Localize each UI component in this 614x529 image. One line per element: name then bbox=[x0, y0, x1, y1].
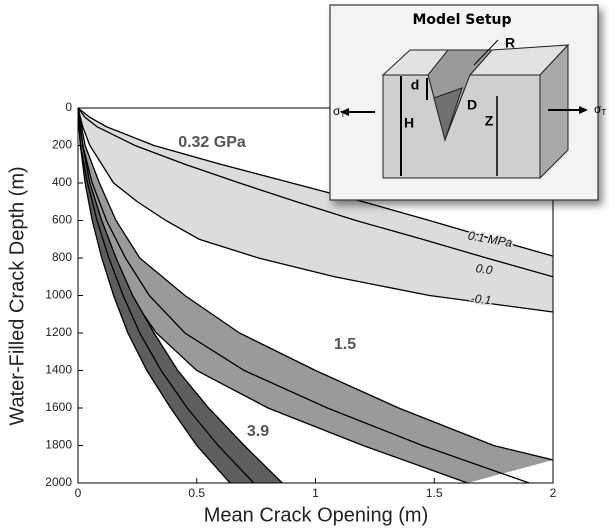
curve bbox=[78, 108, 231, 483]
inset: Model Setup R d D H Z σT σT bbox=[329, 4, 606, 201]
y-tick-label: 2000 bbox=[45, 475, 72, 489]
block-front bbox=[382, 74, 541, 179]
arrowhead bbox=[579, 106, 588, 114]
label-d: d bbox=[411, 77, 420, 93]
stress-symbol: σ bbox=[594, 102, 602, 116]
stress-symbol: σ bbox=[333, 104, 341, 118]
stress-subscript: T bbox=[601, 108, 606, 117]
stress-label: σT bbox=[594, 102, 606, 117]
y-tick-label: 1400 bbox=[45, 363, 72, 377]
band-fill bbox=[78, 108, 553, 312]
x-tick-label: 0 bbox=[75, 486, 82, 500]
arrowhead bbox=[340, 108, 349, 116]
band-label: 3.9 bbox=[247, 423, 269, 440]
crack-water bbox=[433, 87, 463, 142]
curve bbox=[78, 108, 553, 278]
stress-label: σT bbox=[333, 104, 345, 119]
band-label: 0.32 GPa bbox=[178, 134, 246, 151]
label-z: Z bbox=[485, 113, 494, 129]
y-tick-label: 1800 bbox=[45, 438, 72, 452]
inset-title: Model Setup bbox=[413, 12, 512, 28]
curve bbox=[78, 108, 553, 461]
x-tick-label: 1.5 bbox=[426, 486, 443, 500]
curve bbox=[78, 108, 283, 483]
y-tick-label: 1600 bbox=[45, 400, 72, 414]
y-tick-label: 200 bbox=[52, 138, 72, 152]
band-label: 1.5 bbox=[334, 336, 356, 353]
curve-label: 0.0 bbox=[475, 261, 494, 277]
band-fill bbox=[78, 108, 283, 483]
stress-subscript: T bbox=[340, 110, 345, 119]
label-h: H bbox=[404, 115, 414, 131]
x-tick-label: 0.5 bbox=[188, 486, 205, 500]
block-side bbox=[539, 43, 569, 180]
curve bbox=[78, 108, 553, 313]
x-tick-label: 1 bbox=[312, 486, 319, 500]
curve bbox=[78, 108, 530, 483]
x-axis-label: Mean Crack Opening (m) bbox=[204, 504, 429, 526]
label-d-depth: D bbox=[467, 97, 477, 113]
y-tick-label: 0 bbox=[65, 100, 72, 114]
y-tick-label: 800 bbox=[52, 250, 72, 264]
label-r: R bbox=[505, 35, 515, 51]
y-axis-label: Water-Filled Crack Depth (m) bbox=[6, 166, 28, 425]
band-fill bbox=[78, 108, 553, 483]
y-tick-label: 400 bbox=[52, 175, 72, 189]
y-tick-label: 1000 bbox=[45, 288, 72, 302]
plot-area bbox=[78, 108, 553, 483]
y-tick-label: 600 bbox=[52, 213, 72, 227]
curve bbox=[78, 108, 553, 257]
curve bbox=[78, 108, 255, 483]
pointer bbox=[473, 39, 499, 66]
y-tick-label: 1200 bbox=[45, 325, 72, 339]
x-tick-label: 2 bbox=[550, 486, 557, 500]
curve-label: -0.1 bbox=[470, 291, 492, 307]
